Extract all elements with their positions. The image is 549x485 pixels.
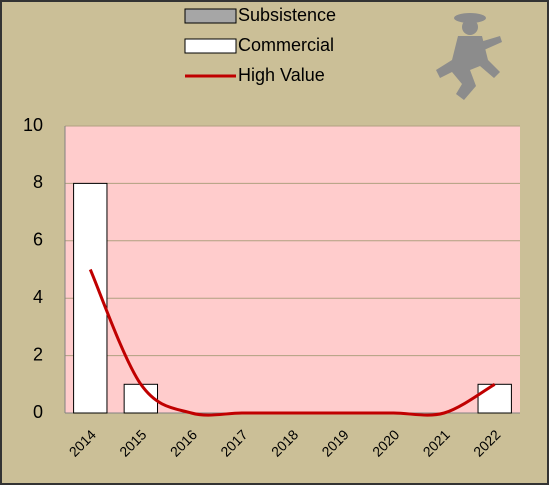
y-tick-label: 2 (33, 344, 43, 364)
y-tick-label: 8 (33, 172, 43, 192)
bar (477, 383, 512, 414)
line (88, 268, 496, 417)
runner-icon (436, 13, 502, 100)
y-tick-label: 0 (33, 402, 43, 422)
y-tick-label: 6 (33, 230, 43, 250)
legend-label: Subsistence (238, 5, 336, 25)
y-tick-label: 4 (33, 287, 43, 307)
legend-swatch (184, 38, 237, 54)
legend-label: High Value (238, 65, 325, 85)
plot-area (65, 126, 520, 413)
legend-label: Commercial (238, 35, 334, 55)
legend-swatch (184, 8, 237, 24)
y-tick-label: 10 (23, 115, 43, 135)
